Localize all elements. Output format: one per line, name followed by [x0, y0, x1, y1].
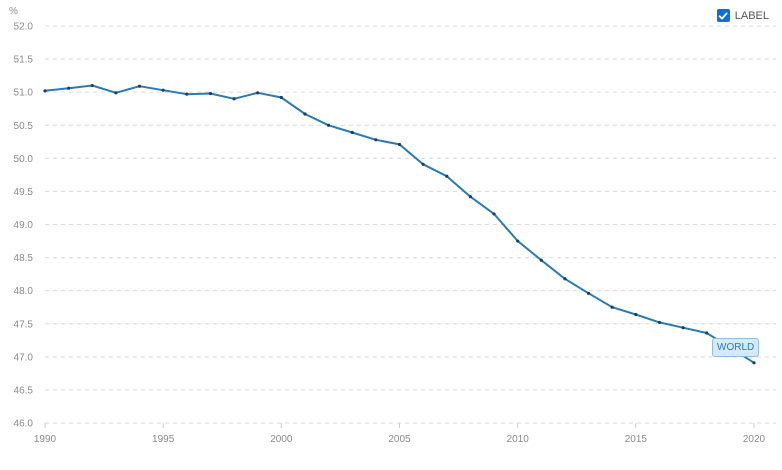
data-point[interactable]: [468, 195, 472, 199]
data-point[interactable]: [397, 142, 402, 147]
data-point[interactable]: [43, 89, 47, 93]
x-axis-ticks: 1990 1995 2000 2005 2010 2015 2020: [34, 423, 766, 445]
data-point[interactable]: [492, 212, 496, 216]
x-tick-label: 1990: [34, 434, 57, 445]
data-point[interactable]: [350, 130, 354, 135]
data-point[interactable]: [681, 326, 685, 330]
series-world[interactable]: [43, 83, 756, 365]
data-point[interactable]: [303, 112, 307, 116]
data-point[interactable]: [114, 91, 118, 95]
y-axis-ticks: 46.0 46.5 47.0 47.5 48.0 48.5 49.0 49.5 50.0 50.5…: [14, 22, 34, 430]
data-point[interactable]: [232, 97, 236, 101]
x-tick-label: 2015: [625, 434, 648, 445]
data-point[interactable]: [563, 277, 567, 281]
gridlines: [45, 25, 776, 424]
y-tick-label: 50.5: [14, 121, 34, 132]
data-point[interactable]: [161, 88, 165, 92]
x-tick-label: 1995: [152, 434, 175, 445]
data-point[interactable]: [279, 95, 283, 100]
x-tick-label: 2005: [388, 434, 411, 445]
data-point[interactable]: [67, 86, 71, 90]
y-tick-label: 47.0: [14, 352, 34, 363]
data-point[interactable]: [752, 361, 756, 365]
data-point[interactable]: [374, 138, 378, 142]
y-tick-label: 52.0: [14, 22, 34, 33]
data-point[interactable]: [90, 83, 94, 88]
data-point[interactable]: [208, 91, 213, 96]
y-tick-label: 51.5: [14, 55, 34, 66]
data-point[interactable]: [705, 331, 709, 335]
data-point[interactable]: [634, 312, 638, 317]
y-tick-label: 46.0: [14, 419, 34, 430]
x-tick-label: 2010: [507, 434, 530, 445]
legend-checkbox[interactable]: [716, 9, 730, 22]
data-point[interactable]: [586, 291, 591, 295]
x-tick-label: 2020: [743, 434, 766, 445]
legend-item[interactable]: LABEL: [716, 9, 769, 22]
series-tag-world: WORLD: [712, 338, 760, 357]
x-tick-label: 2000: [270, 434, 293, 445]
y-tick-label: 49.5: [14, 187, 34, 198]
y-tick-label: 46.5: [14, 385, 34, 396]
data-point[interactable]: [137, 84, 142, 88]
y-tick-label: 47.5: [14, 319, 34, 330]
y-tick-label: 49.0: [14, 220, 34, 231]
data-point[interactable]: [256, 91, 260, 95]
data-point[interactable]: [516, 239, 520, 243]
data-point[interactable]: [539, 258, 543, 262]
y-tick-label: 48.5: [14, 253, 34, 264]
data-point[interactable]: [421, 162, 425, 166]
data-point[interactable]: [327, 123, 331, 127]
y-tick-label: 51.0: [14, 88, 34, 99]
checkmark-icon: [718, 12, 728, 19]
data-point[interactable]: [610, 305, 614, 309]
data-point[interactable]: [445, 174, 449, 178]
data-point[interactable]: [657, 320, 662, 325]
y-tick-label: 48.0: [14, 286, 34, 297]
legend-label: LABEL: [734, 9, 769, 22]
y-axis-unit-label: %: [9, 6, 18, 17]
y-tick-label: 50.0: [14, 154, 34, 165]
data-point[interactable]: [185, 92, 189, 96]
